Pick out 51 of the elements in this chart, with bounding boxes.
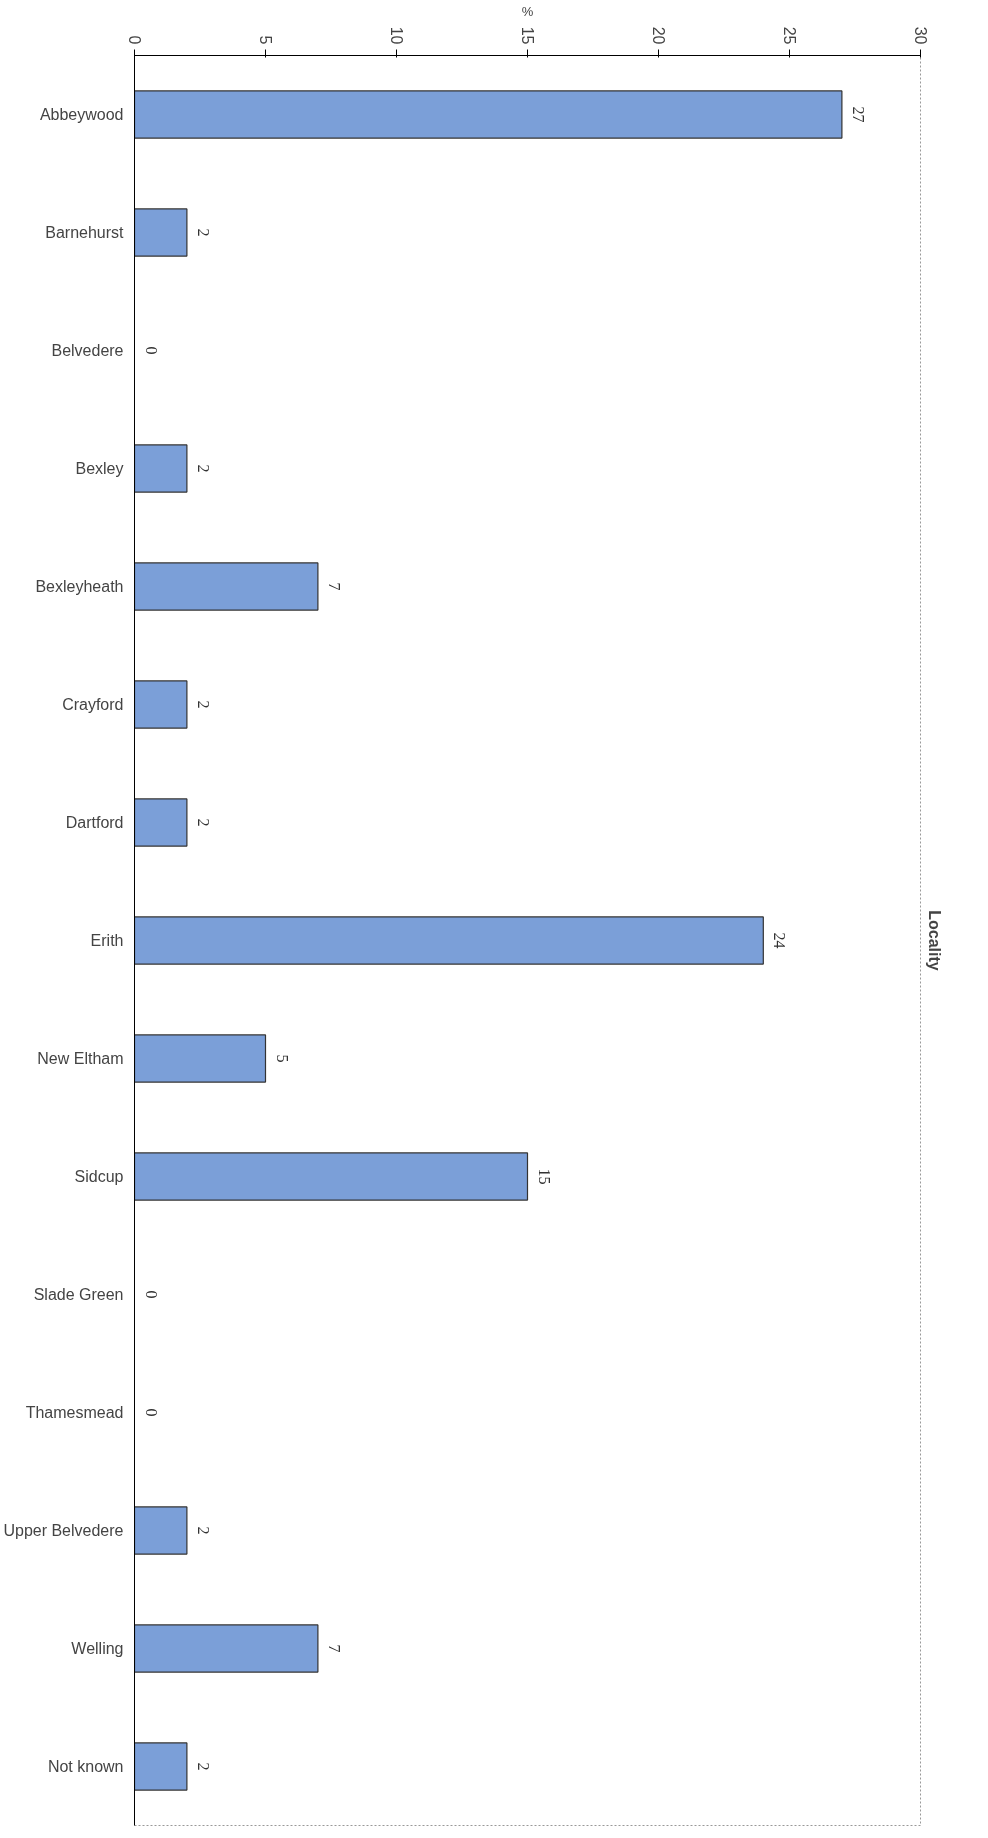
data-label: 7 xyxy=(325,582,343,591)
y-tick-label: Barnehurst xyxy=(45,224,125,241)
y-tick-label: Abbeywood xyxy=(39,106,124,123)
bar xyxy=(134,680,188,729)
y-tick-label: Crayford xyxy=(62,696,124,713)
bar xyxy=(134,1506,188,1555)
data-label: 2 xyxy=(194,228,212,237)
bar xyxy=(134,1152,529,1201)
x-axis-title: % xyxy=(521,3,534,19)
bar xyxy=(134,798,188,847)
data-label: 2 xyxy=(194,464,212,473)
data-label: 24 xyxy=(771,932,789,949)
y-tick-label: Bexleyheath xyxy=(35,578,124,595)
y-tick-label: Welling xyxy=(71,1640,124,1657)
y-tick-label: New Eltham xyxy=(37,1050,124,1067)
data-label: 0 xyxy=(142,1408,160,1417)
x-tick-label: 0 xyxy=(125,35,143,45)
data-label: 5 xyxy=(273,1054,291,1063)
y-axis-title: Locality xyxy=(925,910,943,971)
y-tick-label: Thamesmead xyxy=(25,1404,124,1421)
y-tick-label: Upper Belvedere xyxy=(3,1522,124,1539)
bar xyxy=(134,90,843,139)
bar xyxy=(134,444,188,493)
y-tick-label: Not known xyxy=(47,1758,124,1775)
y-tick-label: Sidcup xyxy=(74,1168,124,1185)
y-tick-label: Erith xyxy=(90,932,124,949)
data-label: 0 xyxy=(142,1290,160,1299)
x-tick-label: 20 xyxy=(649,26,667,45)
data-label: 2 xyxy=(194,1526,212,1535)
data-label: 2 xyxy=(194,818,212,827)
x-tick-label: 25 xyxy=(780,26,798,45)
x-tick-label: 5 xyxy=(256,35,274,45)
data-label: 2 xyxy=(194,700,212,709)
bar xyxy=(134,562,319,611)
data-label: 7 xyxy=(325,1644,343,1653)
bar xyxy=(134,208,188,257)
y-tick-label: Bexley xyxy=(75,460,124,477)
x-tick-label: 30 xyxy=(911,26,929,45)
data-label: 2 xyxy=(194,1762,212,1771)
bar xyxy=(134,1742,188,1791)
data-label: 0 xyxy=(142,346,160,355)
bar xyxy=(134,1034,267,1083)
y-tick-label: Dartford xyxy=(65,814,124,831)
x-tick-label: 10 xyxy=(387,26,405,45)
data-label: 15 xyxy=(535,1168,553,1185)
bar xyxy=(134,916,764,965)
x-tick-label: 15 xyxy=(518,26,536,45)
bar xyxy=(134,1624,319,1673)
y-tick-label: Belvedere xyxy=(51,342,124,359)
y-tick-label: Slade Green xyxy=(33,1286,124,1303)
data-label: 27 xyxy=(849,106,867,123)
